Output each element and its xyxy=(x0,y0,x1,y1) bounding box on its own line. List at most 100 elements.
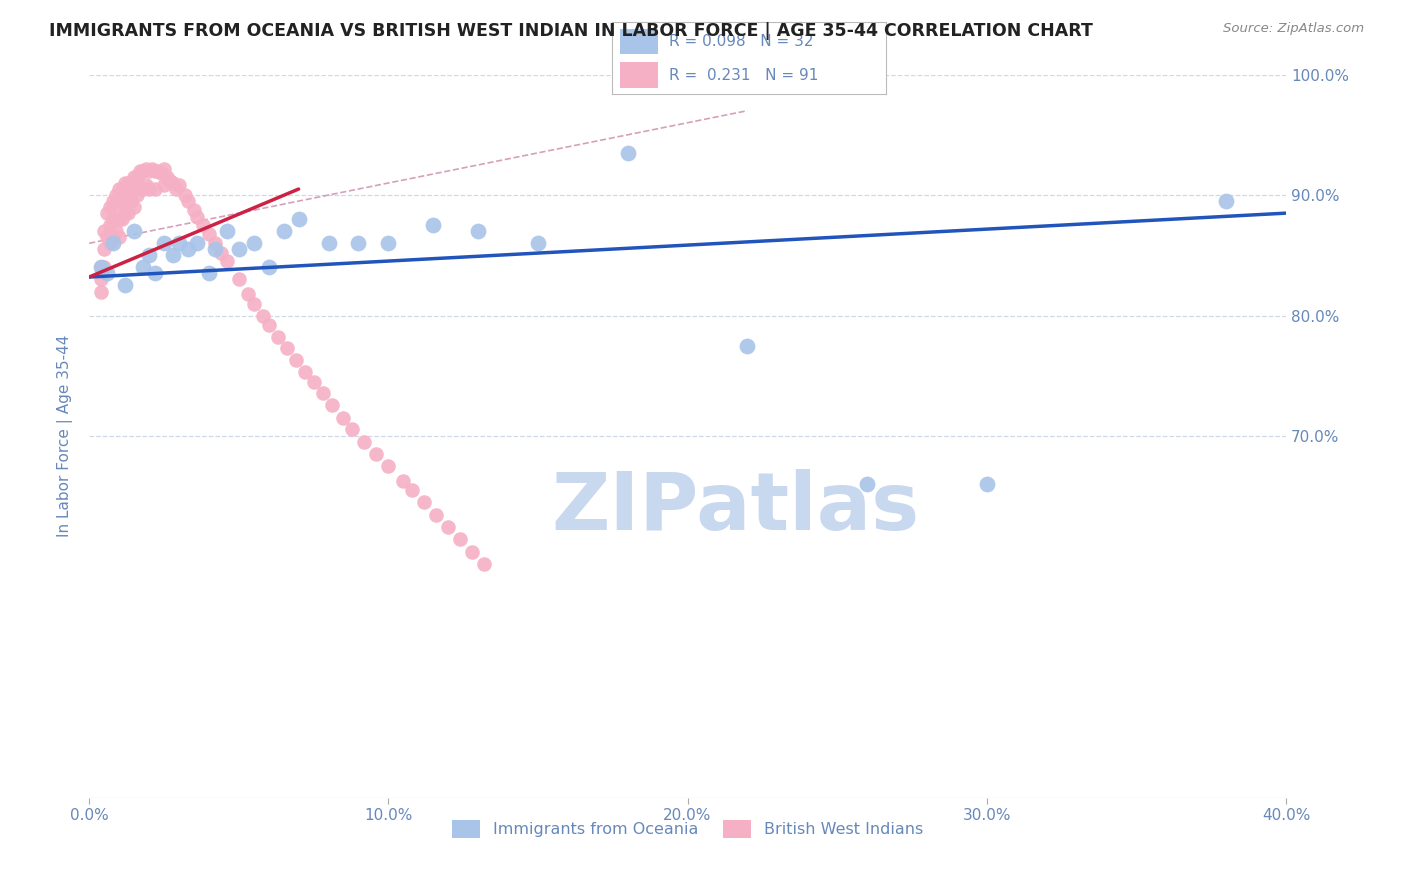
Point xyxy=(209,246,232,260)
Point xyxy=(472,557,495,571)
Point xyxy=(105,206,128,220)
Text: Source: ZipAtlas.com: Source: ZipAtlas.com xyxy=(1223,22,1364,36)
Point xyxy=(165,182,187,196)
Point xyxy=(129,164,152,178)
Point xyxy=(153,236,176,251)
Point xyxy=(413,495,436,509)
Point xyxy=(162,248,184,262)
Point xyxy=(105,188,128,202)
Point xyxy=(353,435,375,450)
Point xyxy=(257,260,280,275)
Point xyxy=(117,188,139,202)
Point xyxy=(198,267,221,281)
Point xyxy=(98,218,121,232)
Point xyxy=(287,212,309,227)
Point xyxy=(228,272,250,286)
Point xyxy=(236,286,259,301)
Point xyxy=(215,224,238,238)
Point xyxy=(117,176,139,190)
Text: R = 0.098   N = 32: R = 0.098 N = 32 xyxy=(669,34,814,49)
Point xyxy=(101,236,124,251)
Point xyxy=(177,242,200,256)
Point xyxy=(437,519,460,533)
Point xyxy=(108,212,131,227)
Point xyxy=(242,236,264,251)
Point xyxy=(156,169,179,184)
Bar xyxy=(620,62,658,88)
Point xyxy=(186,210,208,224)
Point xyxy=(527,236,550,251)
Text: ZIPatlas: ZIPatlas xyxy=(551,469,920,548)
Y-axis label: In Labor Force | Age 35-44: In Labor Force | Age 35-44 xyxy=(58,335,73,537)
Point xyxy=(616,145,638,160)
Point xyxy=(120,194,142,208)
Point xyxy=(90,272,112,286)
Point xyxy=(132,260,155,275)
Point xyxy=(425,508,447,522)
Point xyxy=(98,236,121,251)
Point xyxy=(96,267,118,281)
Point xyxy=(108,230,131,244)
Point xyxy=(294,365,316,379)
Point xyxy=(366,447,388,461)
Point xyxy=(257,318,280,333)
Point xyxy=(449,532,471,546)
Point xyxy=(186,236,208,251)
Legend: Immigrants from Oceania, British West Indians: Immigrants from Oceania, British West In… xyxy=(446,814,929,844)
Point xyxy=(143,164,166,178)
Point xyxy=(149,166,172,180)
Point xyxy=(467,224,489,238)
Point xyxy=(422,218,444,232)
Point xyxy=(114,206,136,220)
Point xyxy=(332,411,354,425)
Point xyxy=(138,182,160,196)
Point xyxy=(143,182,166,196)
Point xyxy=(117,206,139,220)
Point xyxy=(125,169,148,184)
Point xyxy=(737,339,759,353)
Point xyxy=(377,459,399,474)
Point xyxy=(204,236,226,251)
Point xyxy=(284,353,307,368)
Point xyxy=(167,236,190,251)
Point xyxy=(111,194,134,208)
Point xyxy=(143,267,166,281)
Point xyxy=(101,212,124,227)
Point xyxy=(242,296,264,310)
Point xyxy=(111,182,134,196)
Point xyxy=(318,236,340,251)
Text: R =  0.231   N = 91: R = 0.231 N = 91 xyxy=(669,68,818,83)
Point xyxy=(122,169,145,184)
Point xyxy=(856,477,879,491)
Point xyxy=(122,182,145,196)
Point xyxy=(114,176,136,190)
Point xyxy=(101,230,124,244)
Bar xyxy=(620,29,658,54)
Point xyxy=(302,375,325,389)
Point xyxy=(167,178,190,193)
Point xyxy=(392,474,415,488)
Point xyxy=(266,330,288,344)
Point xyxy=(276,341,298,355)
Point xyxy=(129,182,152,196)
Point xyxy=(461,545,484,559)
Point xyxy=(120,176,142,190)
Point xyxy=(1215,194,1237,208)
Point xyxy=(191,218,214,232)
Point xyxy=(122,224,145,238)
Point xyxy=(135,178,157,193)
Point xyxy=(228,242,250,256)
Point xyxy=(125,188,148,202)
Point xyxy=(153,161,176,176)
Point xyxy=(401,483,423,498)
Point xyxy=(146,164,169,178)
Point xyxy=(93,224,115,238)
Point xyxy=(114,278,136,293)
Point xyxy=(96,230,118,244)
Point xyxy=(101,194,124,208)
Point xyxy=(311,385,333,400)
Point xyxy=(98,200,121,214)
Point xyxy=(132,182,155,196)
Point xyxy=(174,188,197,202)
Point xyxy=(132,164,155,178)
